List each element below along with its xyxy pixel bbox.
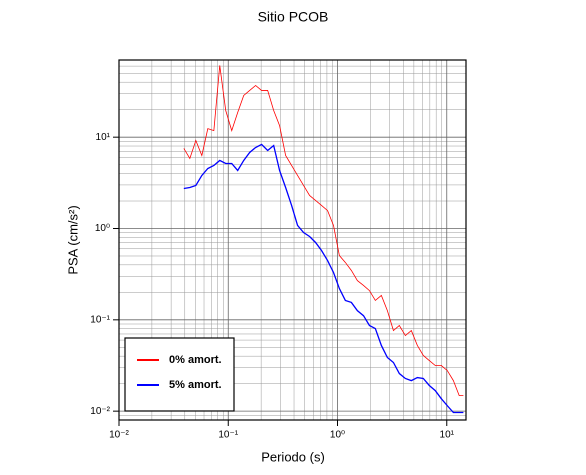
y-tick-label: 10⁻¹ (90, 314, 110, 325)
y-axis-label: PSA (cm/s²) (65, 205, 80, 274)
y-tick-label: 10⁻² (90, 406, 110, 417)
series-line (183, 65, 464, 396)
series-line (183, 143, 464, 414)
x-tick-label: 10⁻² (109, 430, 129, 441)
x-axis-label: Periodo (s) (261, 449, 325, 464)
x-tick-label: 10¹ (440, 430, 455, 441)
y-tick-label: 10¹ (96, 132, 111, 143)
legend-box (124, 337, 235, 412)
legend-label: 0% amort. (169, 354, 222, 366)
chart-title: Sitio PCOB (258, 9, 329, 25)
x-tick-label: 10⁻¹ (218, 430, 238, 441)
y-tick-label: 10⁰ (95, 223, 110, 234)
plot-frame (118, 59, 467, 421)
x-tick-label: 10⁰ (330, 430, 345, 441)
legend-label: 5% amort. (169, 379, 222, 391)
